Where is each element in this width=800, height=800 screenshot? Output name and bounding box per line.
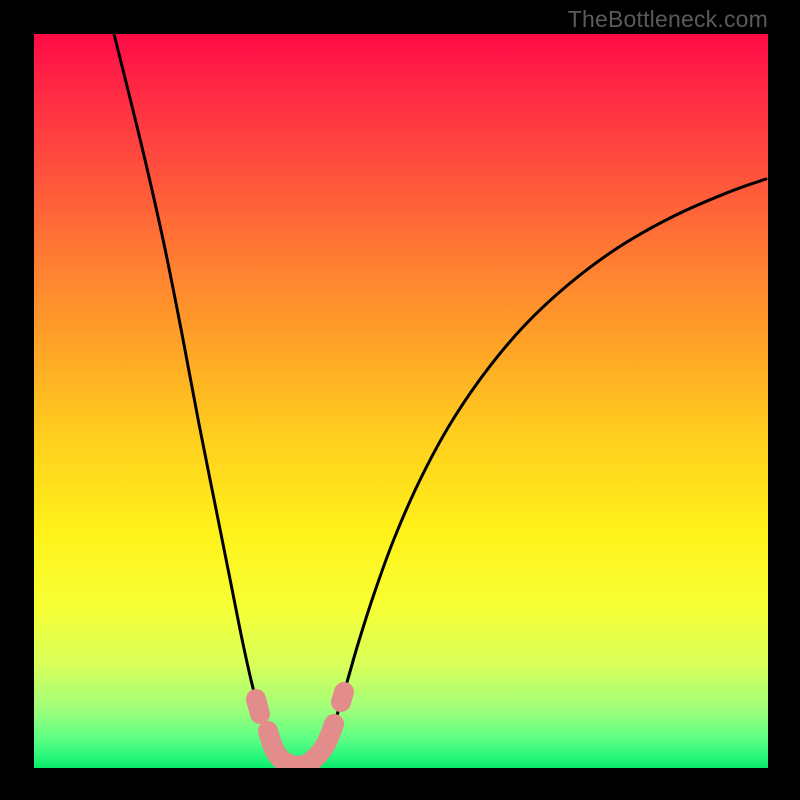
plot-area — [34, 34, 768, 768]
marker-u — [268, 724, 334, 766]
bottom-marker — [256, 692, 344, 766]
curve-layer — [34, 34, 768, 768]
marker-tick-left — [256, 699, 260, 714]
chart-frame: TheBottleneck.com — [0, 0, 800, 800]
marker-tick-right — [341, 692, 344, 702]
watermark-text: TheBottleneck.com — [568, 6, 768, 33]
v-curve — [114, 34, 766, 766]
